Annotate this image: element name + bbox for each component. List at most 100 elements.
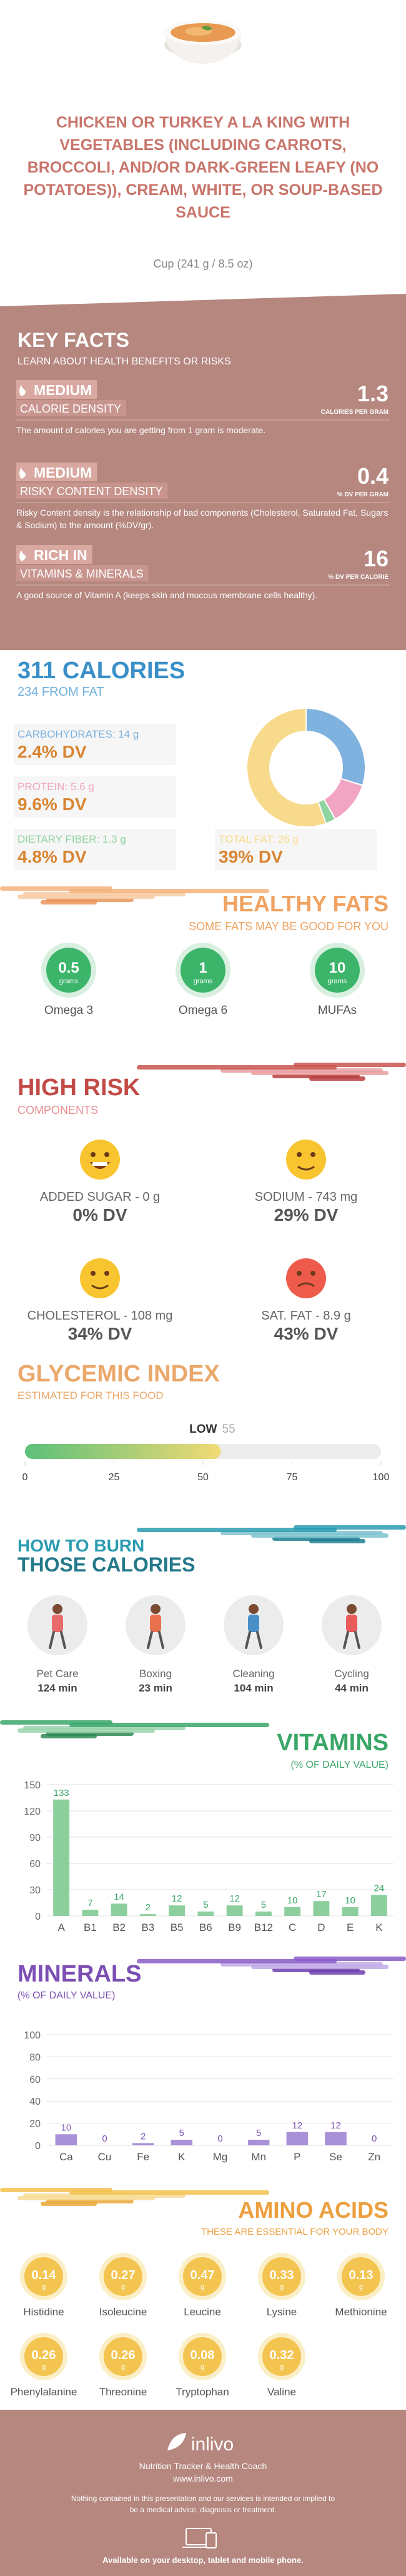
amino-value: 0.47: [191, 2268, 215, 2282]
nutrient-dv: 39% DV: [219, 847, 283, 866]
amino-unit: g: [42, 2363, 46, 2371]
amino-unit: g: [121, 2363, 125, 2371]
bar: [139, 1914, 156, 1916]
fact-icon: [19, 385, 26, 396]
value-label: 14: [114, 1892, 124, 1902]
gi-tick-label: 0: [22, 1472, 28, 1483]
amino-value: 0.14: [32, 2268, 57, 2282]
amino-name: Lysine: [267, 2306, 297, 2318]
fat-value: 10: [329, 960, 346, 976]
y-tick-label: 0: [35, 1912, 41, 1922]
figure-head: [151, 1604, 161, 1614]
figure-legs: [147, 1631, 164, 1649]
fat-circle: [181, 948, 225, 993]
amino-value: 0.33: [270, 2268, 294, 2282]
figure-body: [150, 1615, 161, 1632]
calories-subtitle: 234 FROM FAT: [17, 685, 104, 699]
nutrient-label: DIETARY FIBER: 1.3 g: [17, 833, 126, 845]
amino-unit: g: [201, 2283, 204, 2291]
fat-value: 0.5: [58, 960, 79, 976]
donut-slice: [246, 707, 327, 828]
amino-name: Phenylalanine: [11, 2386, 77, 2398]
figure-legs: [245, 1631, 262, 1649]
brand-name: inlivo: [191, 2434, 234, 2455]
dish-illustration: [164, 20, 242, 64]
fact-label: RISKY CONTENT DENSITY: [20, 485, 162, 498]
bar: [132, 2143, 154, 2145]
y-tick-label: 80: [29, 2052, 41, 2063]
gi-tick-label: 75: [287, 1472, 298, 1483]
x-tick-label: B3: [141, 1922, 154, 1933]
risk-label: ADDED SUGAR - 0 g: [40, 1190, 160, 1204]
amino-circle: [24, 2337, 63, 2376]
label-box: [16, 565, 149, 581]
section-subtitle: THESE ARE ESSENTIAL FOR YOUR BODY: [201, 2227, 389, 2237]
x-tick-label: K: [375, 1922, 383, 1933]
x-tick-label: D: [317, 1922, 325, 1933]
availability: Available on your desktop, tablet and mo…: [102, 2555, 304, 2565]
amino-circle: [183, 2337, 222, 2376]
value-label: 12: [172, 1893, 182, 1904]
food-title: CHICKEN OR TURKEY A LA KING WITH VEGETAB…: [23, 114, 383, 221]
bar: [169, 1905, 186, 1916]
fact-description: Risky Content density is the relationshi…: [16, 508, 389, 530]
x-tick-label: B1: [84, 1922, 97, 1933]
value-label: 0: [372, 2133, 377, 2144]
device-icon: [205, 2532, 217, 2548]
bar: [342, 1907, 359, 1916]
bar: [226, 1905, 243, 1916]
nutrient-band: [215, 829, 377, 870]
decor-stripe: [251, 1533, 389, 1538]
fact-label: VITAMINS & MINERALS: [20, 568, 144, 580]
donut-slice: [305, 707, 366, 786]
amino-name: Leucine: [184, 2306, 221, 2318]
x-tick-label: P: [294, 2151, 300, 2163]
decor-stripe: [41, 900, 97, 905]
value-label: 5: [179, 2128, 184, 2138]
nutrient-band: [14, 776, 176, 818]
y-tick-label: 40: [29, 2097, 41, 2107]
label-box: [16, 483, 168, 499]
decor-stripe: [137, 1528, 337, 1532]
bar: [247, 2140, 270, 2145]
y-tick-label: 60: [29, 2075, 41, 2085]
amino-value: 0.13: [349, 2268, 374, 2282]
amino-name: Threonine: [99, 2386, 147, 2398]
value-label: 0: [217, 2133, 222, 2144]
gi-value: 55: [222, 1423, 235, 1436]
value-label: 12: [292, 2120, 302, 2131]
fact-level: MEDIUM: [34, 464, 92, 481]
face-eye: [91, 1271, 96, 1276]
x-tick-label: B5: [171, 1922, 184, 1933]
value-label: 5: [256, 2128, 261, 2138]
fact-level: RICH IN: [34, 547, 87, 563]
decor-stripe: [69, 2190, 269, 2195]
activity-name: Boxing: [139, 1668, 172, 1680]
decor-stripe: [41, 2202, 97, 2206]
x-tick-label: Mn: [251, 2151, 266, 2163]
value-label: 5: [261, 1900, 266, 1910]
x-tick-label: Cu: [98, 2151, 112, 2163]
x-tick-label: B2: [112, 1922, 126, 1933]
decor-stripe: [17, 895, 155, 899]
section-subtitle: (% OF DAILY VALUE): [291, 1760, 389, 1770]
fat-value: 1: [199, 960, 207, 976]
level-box: [16, 380, 97, 399]
x-tick-label: B12: [254, 1922, 273, 1933]
x-tick-label: K: [178, 2151, 186, 2163]
x-tick-label: B9: [228, 1922, 241, 1933]
value-label: 10: [287, 1895, 298, 1906]
value-label: 17: [316, 1889, 327, 1900]
amino-unit: g: [121, 2283, 125, 2291]
section-title: HIGH RISK: [17, 1075, 141, 1101]
gi-tick-label: 25: [109, 1472, 120, 1483]
bar: [111, 1903, 127, 1916]
calories-title: 311 CALORIES: [17, 658, 185, 684]
fact-description-box: Risky Content density is the relationshi…: [16, 508, 389, 530]
amino-value: 0.27: [111, 2268, 136, 2282]
value-label: 24: [374, 1883, 385, 1893]
decor-stripe: [309, 1539, 365, 1543]
amino-name: Valine: [267, 2386, 296, 2398]
value-label: 0: [102, 2133, 107, 2144]
risk-dv: 43% DV: [274, 1324, 339, 1343]
